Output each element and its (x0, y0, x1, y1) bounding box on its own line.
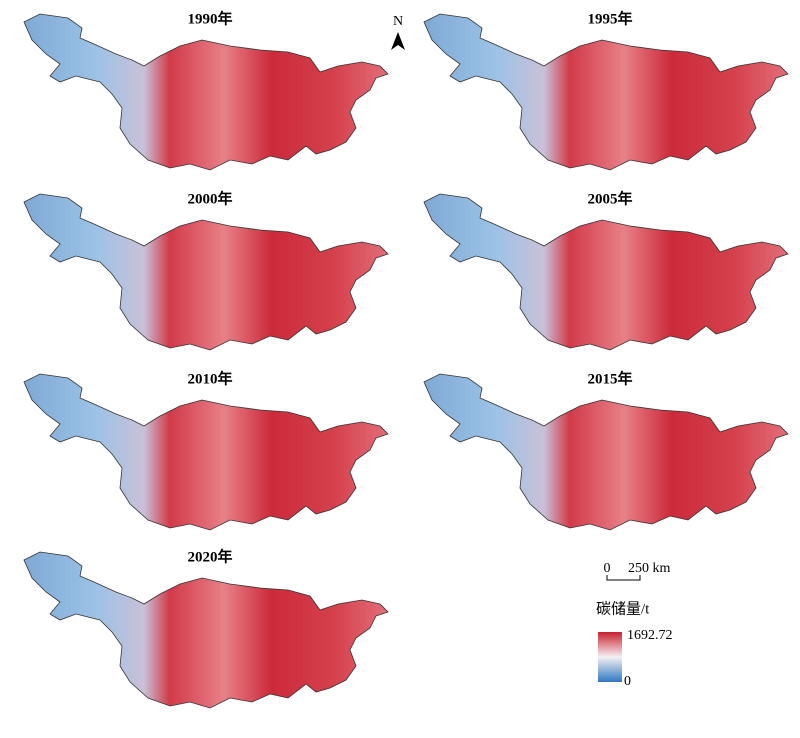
basin-shape (23, 193, 389, 351)
basin-shape (23, 373, 389, 531)
legend-max: 1692.72 (627, 628, 673, 643)
basin-shape (23, 551, 389, 709)
map-title: 2005年 (587, 189, 632, 207)
north-arrow: N (391, 14, 405, 50)
map-title: 1990年 (187, 9, 232, 27)
map-panel: 1990年 (23, 9, 389, 171)
scale-start: 0 (604, 561, 611, 576)
basin-shape (423, 13, 789, 171)
scale-end: 250 km (628, 561, 671, 576)
basin-shape (423, 373, 789, 531)
map-panels: 1990年 1995年 2000年 2005年 2010年 2015年 2020年 (23, 9, 789, 709)
legend-ramp (598, 632, 622, 682)
map-panel: 2005年 (423, 189, 789, 351)
map-title: 2010年 (187, 369, 232, 387)
map-panel: 2000年 (23, 189, 389, 351)
map-panel: 1995年 (423, 9, 789, 171)
map-panel: 2020年 (23, 547, 389, 709)
legend-min: 0 (624, 674, 631, 689)
map-title: 1995年 (587, 9, 632, 27)
map-panel: 2010年 (23, 369, 389, 531)
map-title: 2000年 (187, 189, 232, 207)
map-panel: 2015年 (423, 369, 789, 531)
basin-shape (23, 13, 389, 171)
basin-shape (423, 193, 789, 351)
north-arrow-icon (391, 32, 405, 50)
scale-line (606, 575, 641, 581)
north-label: N (393, 14, 403, 29)
scale-bar: 0 250 km (604, 561, 671, 581)
legend: 碳储量/t 1692.72 0 (596, 600, 673, 689)
legend-title: 碳储量/t (596, 600, 650, 617)
map-title: 2015年 (587, 369, 632, 387)
map-title: 2020年 (187, 547, 232, 565)
